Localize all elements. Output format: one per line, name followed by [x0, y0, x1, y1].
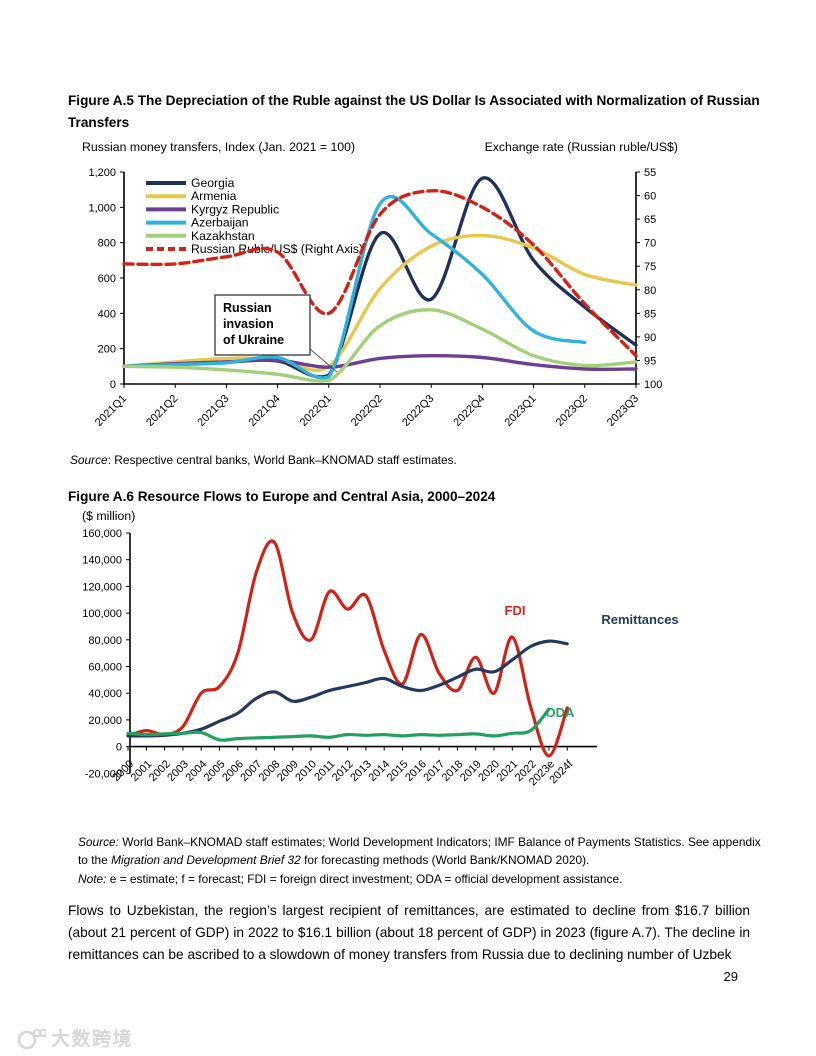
x-axis-tick-label: 2022Q4 [451, 393, 487, 429]
series-label-oda: ODA [546, 705, 576, 720]
x-axis-tick-label: 2021Q4 [247, 393, 283, 429]
y-axis-tick-label: 80,000 [88, 635, 122, 647]
left-axis-tick-label: 600 [98, 273, 116, 285]
left-axis-tick-label: 0 [110, 379, 116, 391]
figure-a6-source-text-2: for forecasting methods (World Bank/KNOM… [300, 853, 590, 868]
series-line-kazakhstan [122, 308, 638, 383]
legend-label: Georgia [191, 176, 235, 190]
x-axis-tick-label: 2022Q3 [400, 393, 436, 429]
right-axis-tick-label: 85 [644, 308, 656, 320]
x-axis-tick-label: 2022Q2 [349, 393, 385, 429]
left-axis-tick-label: 200 [98, 344, 116, 356]
series-line-fdi [126, 539, 569, 758]
legend-label: Azerbaijan [191, 216, 249, 230]
x-axis-tick-label: 2023Q3 [605, 393, 641, 429]
series-line-russian-ruble-us-right-axis- [122, 189, 638, 358]
figure-a6-source-text-1: World Bank–KNOMAD staff estimates; World… [78, 835, 761, 868]
x-axis-tick-label: 2022Q1 [298, 393, 334, 429]
page-number: 29 [723, 969, 738, 984]
series-label-remittances: Remittances [601, 612, 678, 627]
figure-a5-left-axis-title: Russian money transfers, Index (Jan. 202… [82, 140, 356, 154]
figure-a6-source-label: Source: [78, 835, 119, 849]
right-axis-tick-label: 80 [644, 285, 656, 297]
left-axis-tick-label: 400 [98, 308, 116, 320]
legend-label: Kyrgyz Republic [191, 202, 279, 216]
figure-a5-source-label: Source [70, 453, 108, 467]
figure-a6-title: Figure A.6 Resource Flows to Europe and … [68, 489, 496, 504]
x-axis-tick-label: 2023Q2 [554, 393, 590, 429]
right-axis-tick-label: 55 [644, 167, 656, 179]
annotation-text: of Ukraine [223, 333, 284, 347]
annotation-text: Russian [223, 301, 272, 315]
series-line-remittances [126, 639, 569, 738]
x-axis-tick-label: 2023Q1 [503, 393, 539, 429]
watermark-logo-icon [17, 1028, 46, 1049]
figure-a6-note-text: e = estimate; f = forecast; FDI = foreig… [106, 871, 623, 886]
right-axis-tick-label: 70 [644, 238, 656, 250]
y-axis-tick-label: 120,000 [82, 581, 122, 593]
x-axis-tick-label: 2021Q2 [144, 393, 180, 429]
left-axis: 0 200 400 600 800 1,000 1,200 [88, 167, 124, 391]
body-paragraph: Flows to Uzbekistan, the region’s larges… [68, 903, 750, 963]
legend-label: Armenia [191, 189, 237, 203]
figure-a6-chart: -20,000 0 20,000 40,000 60,000 80,000 100,000 1… [82, 528, 678, 788]
y-axis-tick-label: 140,000 [82, 555, 122, 567]
x-axis: 2000200120022003200420052006200720082009… [110, 746, 576, 788]
y-axis: -20,000 0 20,000 40,000 60,000 80,000 100,000 1… [82, 528, 130, 780]
x-axis-tick-label: 2021Q3 [195, 393, 231, 429]
right-axis-tick-label: 90 [644, 332, 656, 344]
figure-a6-source-note: Source: World Bank–KNOMAD staff estimate… [78, 833, 773, 888]
y-axis-tick-label: 60,000 [88, 662, 122, 674]
figure-a6-note-label: Note: [78, 871, 107, 886]
right-axis-tick-label: 75 [644, 261, 656, 273]
series-line-armenia [122, 233, 638, 373]
figure-a5-axis-titles: Russian money transfers, Index (Jan. 202… [82, 140, 678, 154]
figure-a6-source-italic: Migration and Development Brief 32 [111, 853, 301, 868]
annotation-text: invasion [223, 317, 274, 331]
legend-label: Russian Ruble/US$ (Right Axis) [191, 242, 363, 256]
y-axis-tick-label: 20,000 [88, 715, 122, 727]
y-axis-tick-label: 40,000 [88, 688, 122, 700]
y-axis-tick-label: -20,000 [85, 768, 122, 780]
left-axis-tick-label: 1,000 [88, 202, 116, 214]
y-axis-tick-label: 160,000 [82, 528, 122, 540]
left-axis-tick-label: 1,200 [88, 167, 116, 179]
right-axis-tick-label: 95 [644, 355, 656, 367]
right-axis: 55 60 65 70 75 80 85 90 95 100 [636, 167, 662, 391]
legend-label: Kazakhstan [191, 229, 255, 243]
x-axis-tick-label: 2021Q1 [93, 393, 129, 429]
series-line-oda [126, 707, 551, 742]
figure-a5-source-text: : Respective central banks, World Bank–K… [107, 453, 457, 467]
y-axis-tick-label: 0 [116, 742, 122, 754]
right-axis-tick-label: 60 [644, 191, 656, 203]
series-line-azerbaijan [122, 194, 587, 380]
figure-a5-chart: 0 200 400 600 800 1,000 1,200 55 60 65 70 75 80 85 90 9… [88, 167, 662, 429]
left-axis-tick-label: 800 [98, 238, 116, 250]
x-axis: 2021Q1 2021Q2 2021Q3 2021Q4 2022Q1 2022Q2 2022… [93, 384, 641, 429]
figure-a5-title: Figure A.5 The Depreciation of the Ruble… [68, 93, 760, 131]
figure-a5-source: Source: Respective central banks, World … [70, 451, 770, 469]
y-axis-tick-label: 100,000 [82, 608, 122, 620]
watermark-text: 大数跨境 [51, 1029, 134, 1050]
right-axis-tick-label: 100 [644, 379, 662, 391]
figure-a6-unit-label: ($ million) [82, 509, 136, 523]
figure-a5-right-axis-title: Exchange rate (Russian ruble/US$) [484, 140, 678, 154]
right-axis-tick-label: 65 [644, 214, 656, 226]
watermark: 大数跨境 [16, 1024, 133, 1051]
annotation-russian-invasion: Russian invasion of Ukraine [214, 294, 338, 373]
series-label-fdi: FDI [505, 603, 526, 618]
